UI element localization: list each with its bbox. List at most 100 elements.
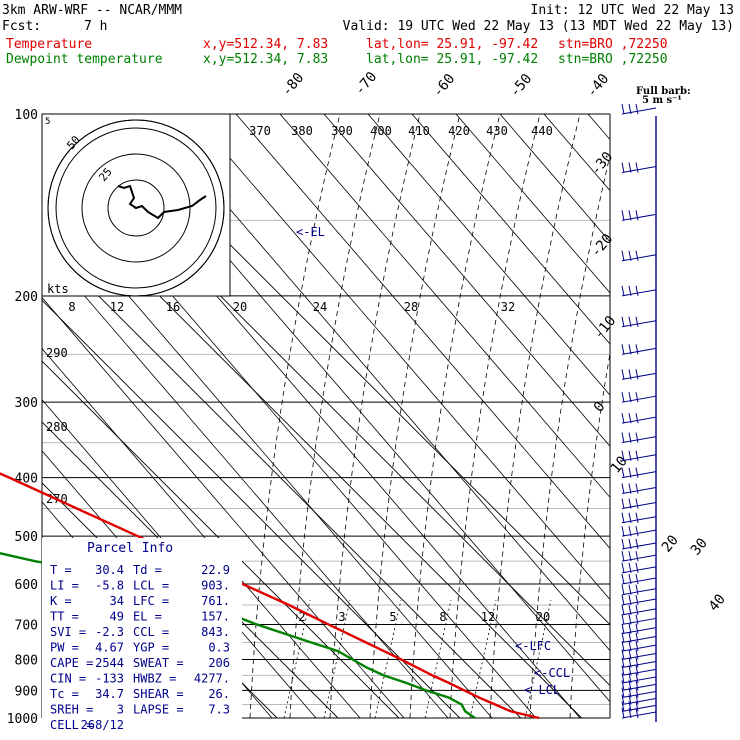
parcel-key-b: HWBZ =: [133, 672, 176, 686]
isotherm-label-11: 30: [688, 535, 711, 558]
parcel-key-b: YGP =: [133, 641, 169, 655]
dry-adiabat--4: [42, 296, 405, 718]
parcel-val-a: -2.3: [95, 625, 124, 639]
wind-barb: [621, 103, 657, 115]
parcel-key-a: Tc =: [50, 687, 79, 701]
theta-low-label-1: 280: [46, 420, 68, 434]
moist-adiabat-0: [249, 114, 341, 718]
wind-barb: [621, 584, 657, 596]
wind-barb: [621, 250, 657, 262]
parcel-key-b: EL =: [133, 610, 162, 624]
theta-low-label-0: 290: [46, 346, 68, 360]
theta-e-label-1: 12: [110, 300, 124, 314]
dry-adiabat-13: [632, 114, 740, 718]
theta-label-7: 440: [531, 124, 553, 138]
dry-adiabat-15: [720, 114, 740, 718]
mixing-ratio-label-4: 12: [481, 610, 495, 624]
dry-adiabat-8: [411, 114, 610, 345]
moist-adiabat-2: [329, 114, 421, 718]
theta-label-6: 430: [486, 124, 508, 138]
el-marker: <-EL: [296, 225, 325, 239]
isotherm-label-10: 20: [659, 532, 682, 555]
parcel-key-b: LCL =: [133, 579, 169, 593]
pressure-label-800: 800: [15, 653, 38, 668]
moist-adiabat-6: [489, 114, 581, 718]
barb-legend-title: Full barb:: [636, 86, 691, 97]
wind-barb: [621, 369, 657, 380]
hodograph-ring-1: [55, 127, 217, 289]
hodograph-box: [41, 113, 231, 297]
wind-barb: [621, 573, 657, 585]
pressure-label-700: 700: [15, 618, 38, 633]
parcel-val-b: 903.: [201, 579, 230, 593]
mixing-ratio-label-2: 5: [389, 610, 396, 624]
parcel-key-a: CIN =: [50, 672, 86, 686]
dew-legend-station: stn=BRO ,72250: [558, 52, 668, 67]
theta-e-label-2: 16: [166, 300, 180, 314]
wind-barb: [621, 344, 657, 355]
parcel-val-a: 268/12: [81, 718, 124, 732]
wind-barb: [621, 687, 657, 699]
parcel-val-a: 34: [110, 594, 124, 608]
parcel-val-b: 22.9: [201, 563, 230, 577]
theta-e-label-0: 8: [68, 300, 75, 314]
parcel-val-a: 34.7: [95, 687, 124, 701]
pressure-label-200: 200: [15, 290, 38, 305]
isotherm-label-4: -40: [584, 71, 613, 101]
parcel-key-a: PW =: [50, 641, 79, 655]
mixing-ratio-label-0: 2: [298, 610, 305, 624]
pressure-label-300: 300: [15, 396, 38, 411]
parcel-info-title: Parcel Info: [87, 541, 173, 556]
parcel-info-box: [42, 538, 242, 722]
isotherm-label-1: -70: [352, 69, 381, 99]
dew-legend-xy: x,y=512.34, 7.83: [203, 52, 328, 67]
isotherm-label-3: -50: [507, 71, 536, 101]
wind-barb: [621, 701, 657, 712]
wind-barb: [621, 538, 657, 550]
theta-e-label-4: 24: [313, 300, 327, 314]
moist-adiabat-1: [289, 114, 381, 718]
wind-barb: [621, 483, 657, 495]
parcel-val-a: -133: [95, 672, 124, 686]
parcel-val-a: 3: [117, 703, 124, 717]
wind-barb: [621, 498, 657, 510]
hodograph-ring-2: [81, 153, 191, 263]
hodo-units: kts: [47, 282, 69, 296]
lcl-marker: <-LCL: [524, 683, 560, 697]
parcel-val-b: 206: [208, 656, 230, 670]
moist-adiabat-7: [529, 153, 610, 718]
dry-adiabat-10: [499, 114, 610, 243]
parcel-key-a: SREH =: [50, 703, 93, 717]
theta-label-4: 410: [408, 124, 430, 138]
parcel-key-a: K =: [50, 594, 72, 608]
isotherm-label-2: -60: [430, 71, 459, 101]
parcel-val-a: 4.67: [95, 641, 124, 655]
parcel-val-b: 26.: [208, 687, 230, 701]
wind-barb: [621, 512, 657, 524]
parcel-val-b: 4277.: [194, 672, 230, 686]
isotherm-label-9: 10: [608, 453, 631, 476]
moist-adiabat-5: [449, 114, 541, 718]
fcst-value: 7 h: [84, 19, 107, 34]
dew-legend-label: Dewpoint temperature: [6, 52, 163, 67]
isotherm-10: [42, 360, 400, 718]
temp-legend-latlon: lat,lon= 25.91, -97.42: [366, 37, 538, 52]
parcel-key-b: CCL =: [133, 625, 169, 639]
theta-label-0: 370: [249, 124, 271, 138]
wind-barb: [621, 413, 657, 424]
wind-barb: [621, 680, 657, 691]
wind-barb: [621, 641, 657, 652]
theta-e-label-5: 28: [404, 300, 418, 314]
parcel-key-a: LI =: [50, 579, 79, 593]
parcel-key-a: CAPE =: [50, 656, 93, 670]
barb-legend-value: 5 m s⁻¹: [642, 95, 682, 106]
theta-label-2: 390: [331, 124, 353, 138]
dry-adiabat-6: [323, 114, 610, 447]
dry-adiabat-11: [543, 114, 610, 192]
theta-label-3: 400: [370, 124, 392, 138]
wind-barb: [621, 604, 657, 616]
pressure-label-1000: 1000: [7, 712, 38, 727]
wind-barb: [621, 649, 657, 660]
dry-adiabat-7: [367, 114, 610, 396]
